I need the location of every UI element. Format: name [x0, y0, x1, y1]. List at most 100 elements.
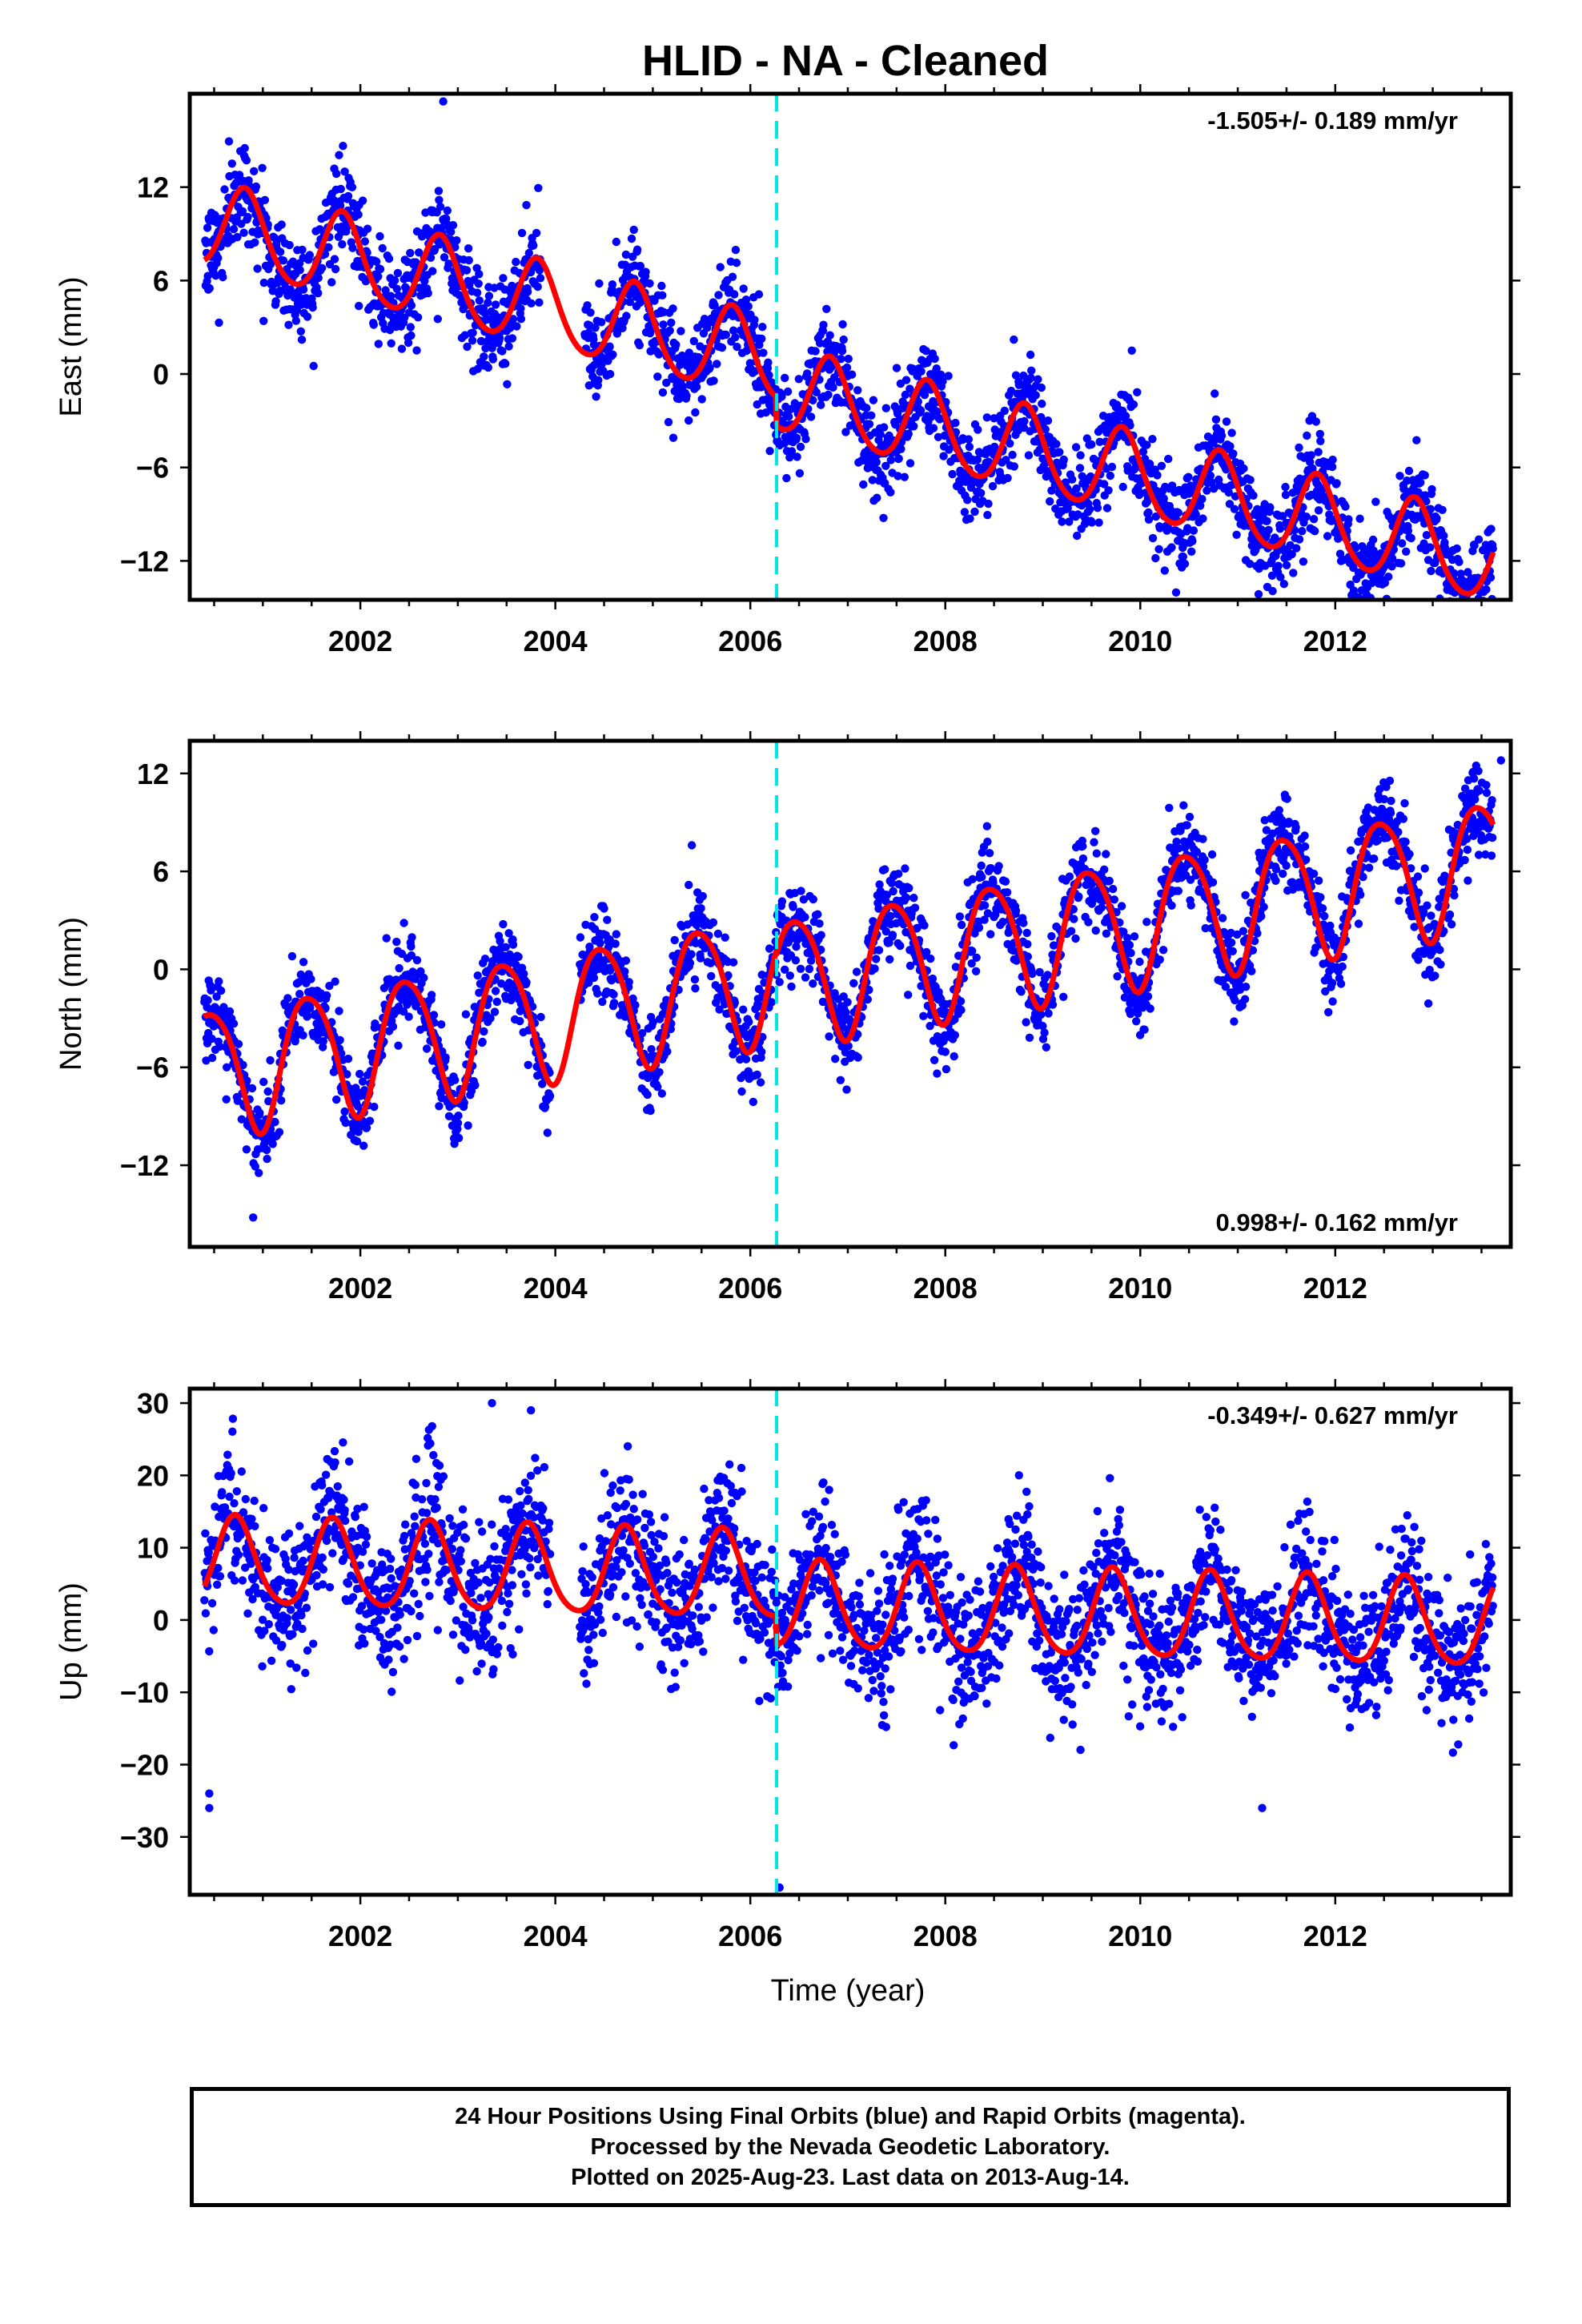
data-point: [1403, 526, 1413, 535]
data-point: [480, 1027, 488, 1036]
data-point: [433, 315, 442, 324]
data-point: [935, 415, 944, 424]
data-point: [524, 1060, 532, 1070]
data-point: [1426, 543, 1435, 552]
data-point: [717, 343, 727, 352]
data-point: [653, 372, 662, 381]
data-point: [1090, 838, 1098, 846]
data-point: [764, 358, 773, 367]
data-point: [731, 245, 741, 255]
data-point: [929, 424, 938, 432]
data-point: [805, 964, 814, 974]
data-point: [692, 382, 701, 392]
data-point: [622, 312, 631, 320]
data-point: [292, 306, 302, 315]
data-point: [1025, 1033, 1034, 1043]
data-point: [662, 378, 671, 388]
data-point: [522, 978, 531, 987]
data-point: [758, 323, 767, 332]
data-point: [1022, 1018, 1030, 1027]
data-point: [1042, 1043, 1051, 1052]
data-point: [1208, 878, 1218, 887]
data-point: [637, 1029, 647, 1038]
data-point: [1026, 373, 1035, 383]
data-point: [1113, 972, 1122, 981]
data-point: [451, 1076, 460, 1084]
data-point: [933, 1069, 942, 1078]
data-point: [809, 396, 817, 404]
data-point: [1282, 861, 1291, 870]
data-point: [1171, 588, 1181, 597]
data-point: [741, 296, 751, 304]
data-point: [335, 201, 345, 211]
data-point: [1407, 533, 1415, 543]
data-point: [281, 1001, 290, 1010]
data-point: [621, 250, 631, 259]
data-point: [1132, 1017, 1141, 1026]
data-point: [728, 272, 737, 281]
data-point: [437, 1020, 446, 1029]
data-point: [499, 919, 508, 929]
data-point: [664, 417, 673, 427]
data-point: [1315, 429, 1325, 439]
data-point: [275, 247, 285, 256]
data-point: [1419, 539, 1428, 548]
data-point: [897, 444, 905, 453]
data-point: [388, 1022, 398, 1031]
data-point: [982, 822, 992, 830]
data-points: [201, 97, 1497, 641]
data-point: [512, 960, 520, 969]
data-point: [794, 375, 803, 384]
data-point: [429, 1011, 439, 1019]
data-point: [340, 167, 349, 176]
data-point: [1478, 633, 1486, 641]
data-point: [426, 253, 436, 262]
data-point: [1104, 486, 1113, 495]
plot-frame: [187, 91, 1513, 602]
data-point: [1167, 901, 1176, 911]
data-point: [475, 296, 484, 305]
data-point: [624, 978, 633, 987]
data-point: [1102, 504, 1112, 513]
data-point: [1135, 957, 1144, 967]
data-point: [591, 324, 600, 332]
data-point: [859, 480, 868, 489]
data-point: [263, 1087, 272, 1096]
data-point: [811, 347, 820, 356]
data-point: [285, 240, 294, 250]
data-point: [657, 281, 666, 291]
data-point: [1211, 415, 1221, 424]
data-point: [611, 939, 620, 948]
data-point: [781, 373, 789, 383]
data-point: [1121, 412, 1130, 420]
data-point: [641, 267, 650, 276]
data-point: [950, 1031, 960, 1039]
data-point: [1037, 1010, 1046, 1019]
data-point: [468, 336, 477, 345]
data-point: [1245, 559, 1255, 569]
data-point: [508, 334, 517, 343]
data-point: [427, 991, 436, 999]
data-point: [1038, 400, 1046, 408]
data-point: [1055, 448, 1064, 456]
data-point: [400, 919, 408, 927]
data-point: [1279, 869, 1287, 879]
data-point: [1477, 610, 1485, 618]
data-point: [957, 1006, 966, 1015]
data-point: [870, 964, 879, 973]
data-point: [1311, 417, 1321, 426]
data-point: [1279, 512, 1287, 521]
data-point: [309, 361, 318, 371]
data-point: [1058, 517, 1066, 526]
x-tick-label: 2004: [524, 625, 588, 657]
data-point: [369, 320, 378, 329]
data-point: [407, 942, 416, 951]
data-point: [486, 1014, 495, 1023]
data-point: [1451, 618, 1459, 626]
data-point: [413, 313, 423, 322]
data-point: [448, 221, 458, 230]
data-point: [589, 973, 599, 983]
data-point: [1105, 876, 1114, 886]
